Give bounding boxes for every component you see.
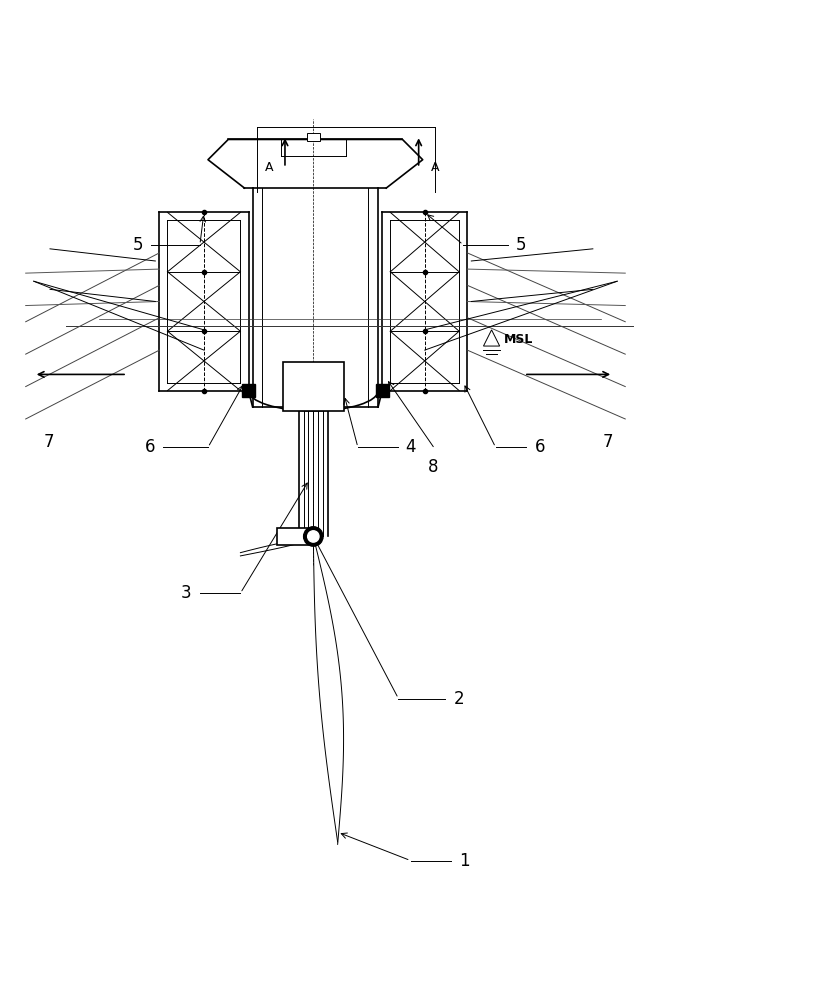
Circle shape xyxy=(303,527,323,546)
Text: 2: 2 xyxy=(454,690,464,708)
Text: 4: 4 xyxy=(405,438,415,456)
Text: 6: 6 xyxy=(534,438,545,456)
Bar xyxy=(277,528,313,545)
Bar xyxy=(242,384,255,397)
Text: A: A xyxy=(431,161,439,174)
Polygon shape xyxy=(484,330,500,346)
Bar xyxy=(376,384,389,397)
Bar xyxy=(283,362,344,411)
Bar xyxy=(307,133,320,141)
Text: 5: 5 xyxy=(516,236,526,254)
Text: 3: 3 xyxy=(181,584,192,602)
Text: 7: 7 xyxy=(44,433,54,451)
Text: 7: 7 xyxy=(602,433,613,451)
Text: A: A xyxy=(264,161,273,174)
Text: 5: 5 xyxy=(133,236,143,254)
Circle shape xyxy=(307,531,319,542)
Text: 8: 8 xyxy=(428,458,438,476)
Text: MSL: MSL xyxy=(504,333,533,346)
Text: 1: 1 xyxy=(459,852,470,870)
Text: 6: 6 xyxy=(145,438,155,456)
